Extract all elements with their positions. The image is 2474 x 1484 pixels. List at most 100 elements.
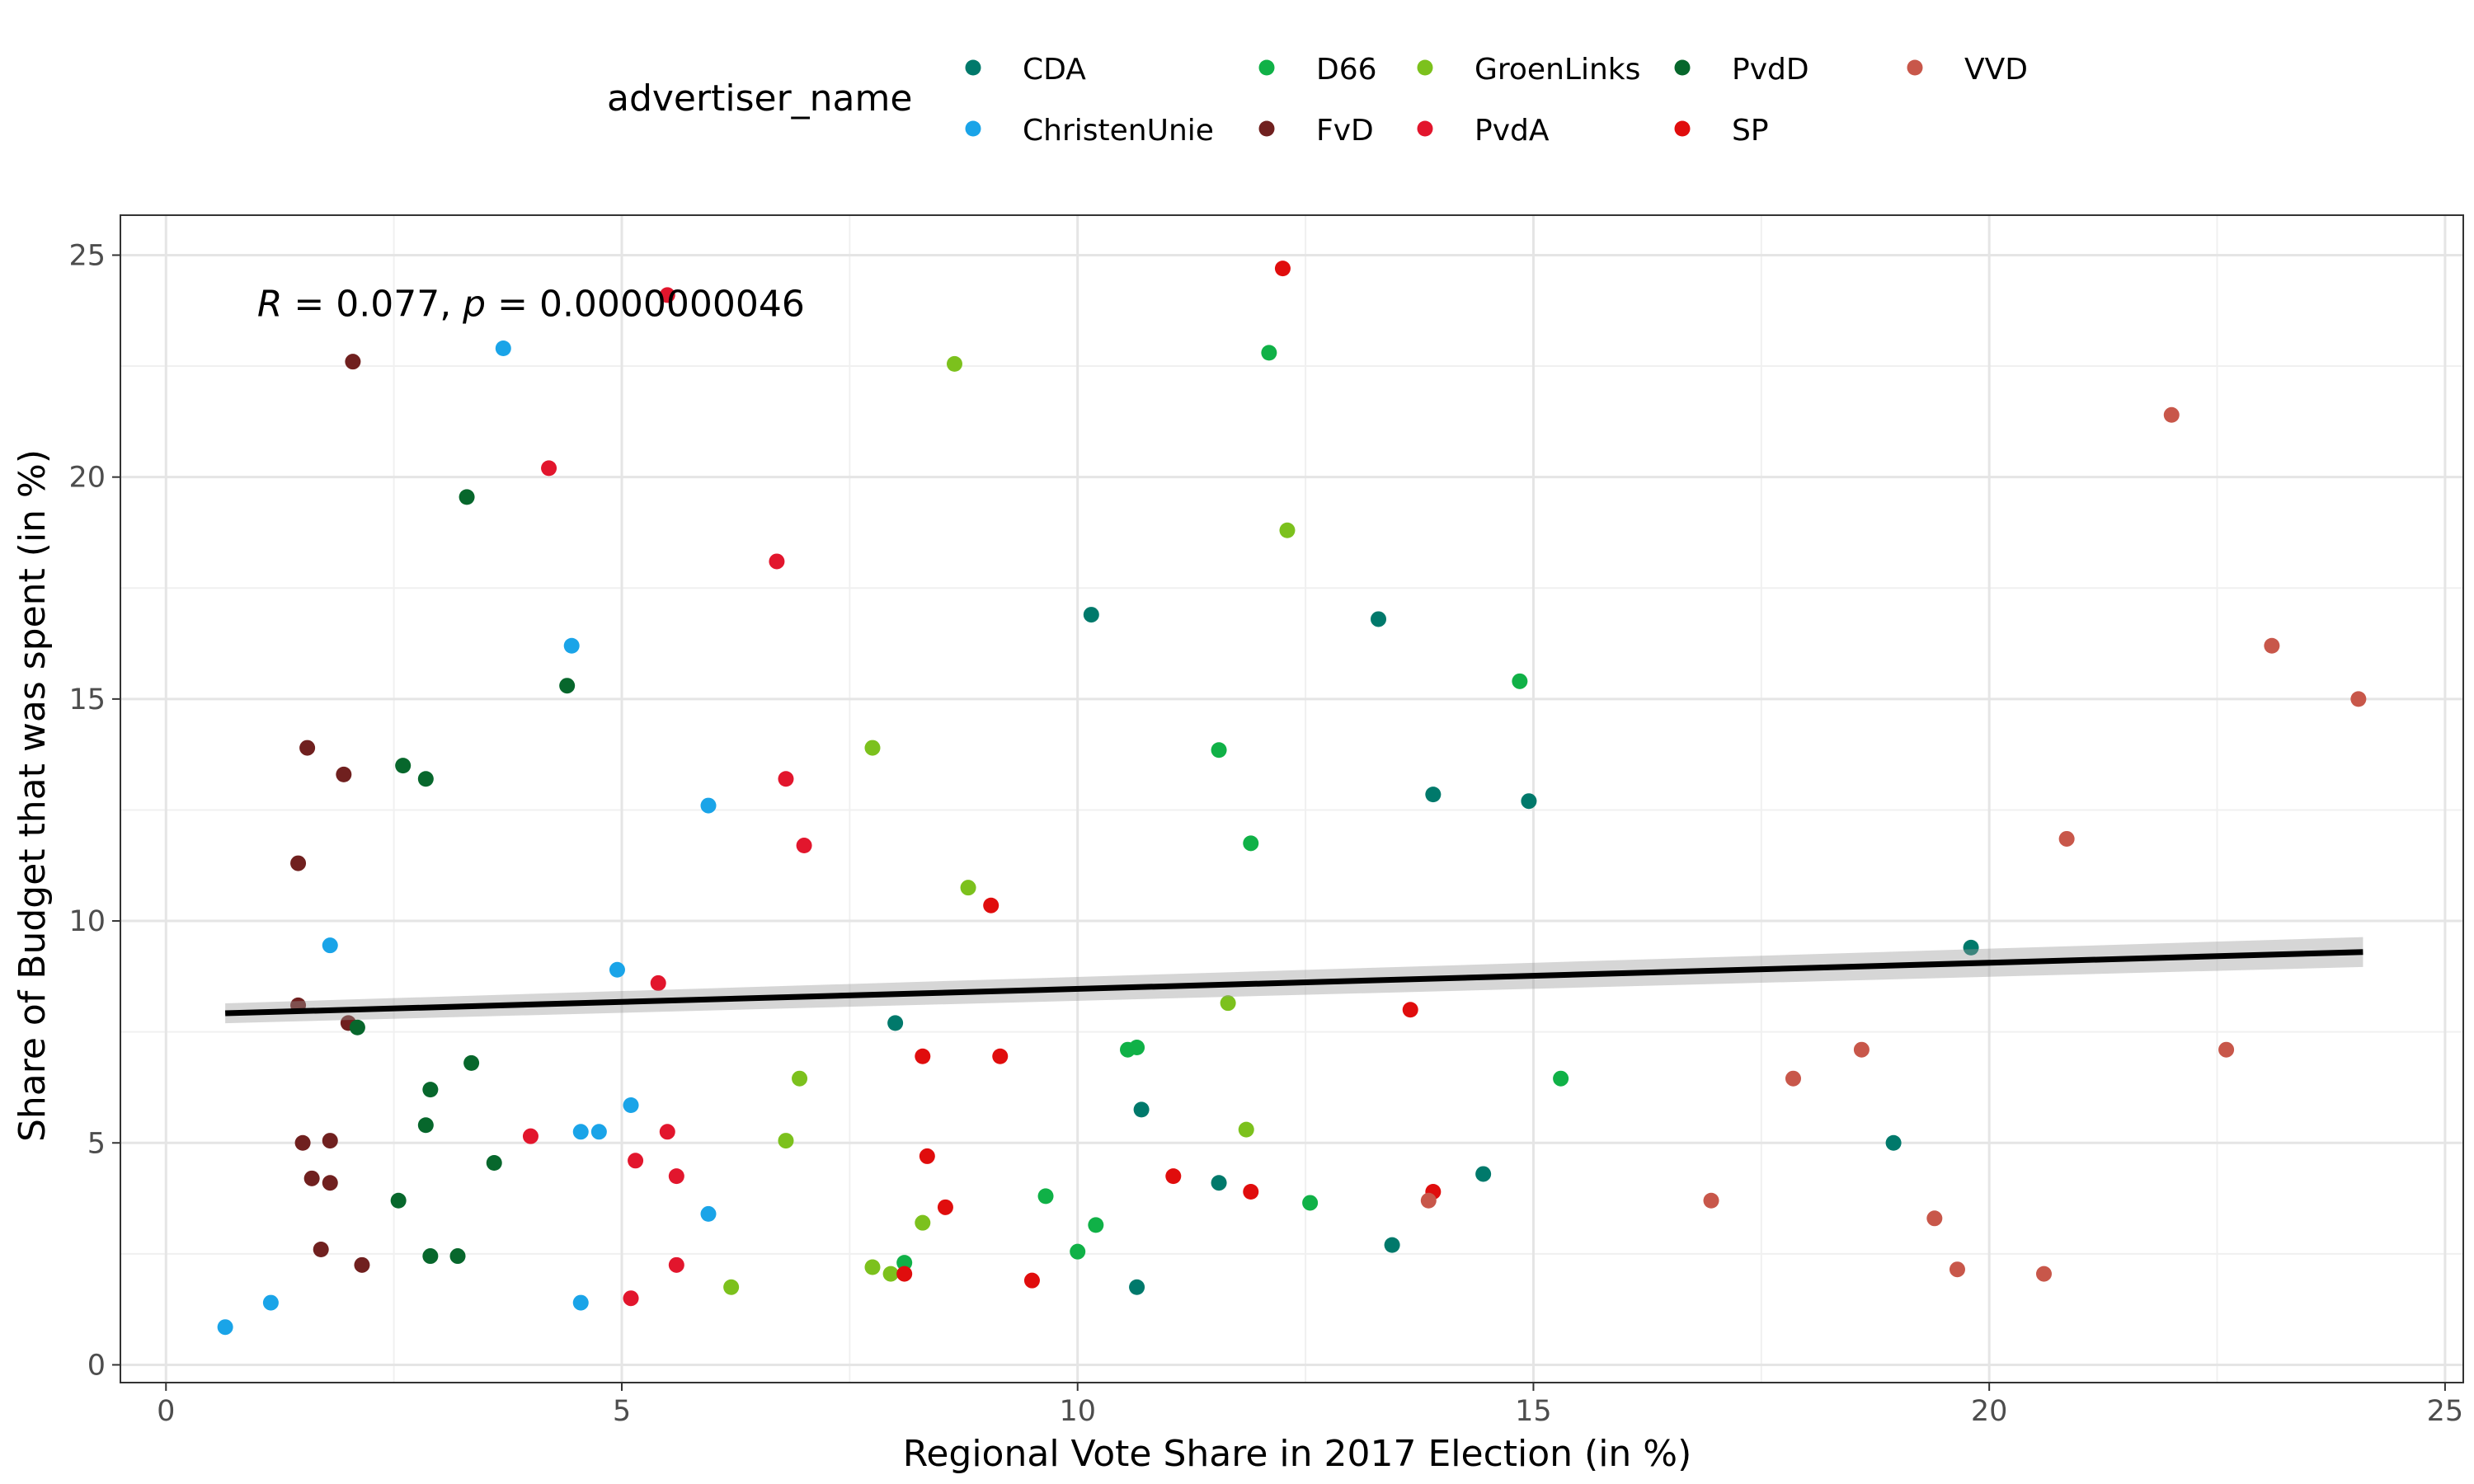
point-christenunie [322,937,338,954]
x-axis-label: Regional Vote Share in 2017 Election (in… [903,1433,1692,1475]
point-vvd [1785,1070,1801,1087]
legend-key-groenlinks [1417,59,1433,76]
point-cda [1371,611,1387,627]
point-sp [937,1199,953,1215]
point-christenunie [572,1294,589,1311]
point-groenlinks [1238,1121,1254,1138]
point-cda [1211,1175,1227,1191]
point-vvd [2350,691,2367,707]
point-pvdd [463,1054,480,1071]
regression-fit-line [225,949,2363,1017]
point-pvdd [486,1154,502,1171]
point-pvda [522,1128,539,1144]
point-pvda [541,460,557,477]
legend-key-fvd [1258,120,1275,137]
point-fvd [299,740,316,756]
point-fvd [322,1175,338,1191]
point-sp [992,1048,1009,1064]
point-cda [887,1015,904,1031]
point-christenunie [495,340,511,357]
point-cda [1425,787,1442,803]
point-pvda [628,1153,644,1169]
point-groenlinks [946,355,962,372]
y-tick-label: 5 [87,1127,106,1160]
point-fvd [345,354,361,370]
annotation-part: p [462,284,486,326]
point-pvdd [417,1117,434,1134]
point-groenlinks [1279,522,1296,538]
y-tick-label: 25 [68,239,106,272]
y-tick-label: 20 [68,462,106,495]
point-sp [919,1148,935,1164]
point-pvda [659,287,675,303]
correlation-annotation: R = 0.077, p = 0.0000000046 [257,284,805,326]
point-pvdd [559,678,576,694]
annotation-part: = 0.077, [282,284,463,326]
point-vvd [1853,1041,1870,1058]
point-vvd [2058,830,2075,847]
annotation-part: R [257,284,283,326]
point-vvd [1949,1261,1965,1278]
point-d66 [1070,1243,1086,1260]
point-sp [1165,1168,1182,1185]
legend-key-d66 [1258,59,1275,76]
legend-label-christenunie: ChristenUnie [1023,114,1214,148]
point-christenunie [609,961,625,978]
point-pvda [769,553,785,570]
point-sp [915,1048,931,1064]
point-d66 [1261,345,1277,361]
legend-label-pvda: PvdA [1475,114,1550,148]
y-axis-label: Share of Budget that was spent (in %) [12,449,54,1142]
point-pvdd [449,1248,466,1265]
point-groenlinks [882,1266,899,1282]
point-sp [1023,1272,1040,1289]
legend-label-fvd: FvD [1316,114,1374,148]
point-vvd [1926,1210,1943,1227]
point-fvd [336,766,352,782]
point-sp [1402,1002,1418,1018]
point-fvd [290,855,307,871]
grid-minor [120,215,2463,1383]
y-tick-label: 0 [87,1349,106,1382]
point-vvd [2264,637,2280,654]
x-tick-label: 25 [2427,1395,2464,1428]
legend-key-pvda [1417,120,1433,137]
point-groenlinks [864,740,881,756]
point-d66 [1088,1217,1104,1233]
point-pvdd [395,758,412,774]
point-sp [1274,261,1291,277]
legend-key-vvd [1907,59,1923,76]
point-groenlinks [960,880,976,896]
point-groenlinks [915,1214,931,1231]
point-cda [1885,1134,1902,1151]
point-cda [1133,1101,1150,1118]
point-d66 [1302,1195,1319,1211]
legend-title: advertiser_name [607,77,912,120]
point-christenunie [700,1205,717,1222]
point-christenunie [563,637,580,654]
point-pvda [650,974,666,991]
point-christenunie [590,1124,607,1140]
y-axis-ticks: 0 5 10 15 20 25 [68,239,120,1382]
point-christenunie [700,797,717,814]
x-tick-label: 10 [1059,1395,1096,1428]
point-cda [1083,607,1099,623]
point-christenunie [623,1097,639,1113]
legend-key-christenunie [965,120,981,137]
point-d66 [1211,742,1227,758]
point-fvd [303,1170,320,1186]
point-groenlinks [792,1070,808,1087]
point-pvda [668,1168,684,1185]
point-vvd [2163,406,2180,423]
point-pvda [778,771,794,787]
point-christenunie [262,1294,279,1311]
x-tick-label: 5 [613,1395,631,1428]
legend-label-groenlinks: GroenLinks [1475,53,1640,87]
plot-panel [120,215,2463,1383]
point-vvd [1420,1192,1437,1209]
point-pvdd [459,489,475,505]
point-d66 [1037,1188,1054,1205]
plot-panel-border [120,214,2464,1383]
annotation-part: = 0.0000000046 [486,284,805,326]
